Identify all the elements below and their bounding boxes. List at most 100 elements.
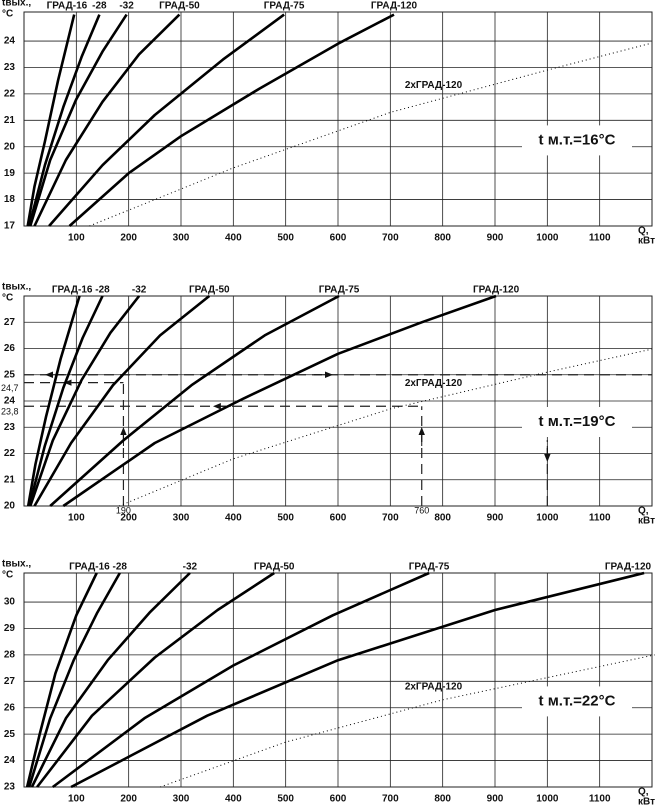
x-tick-label: 600 [330,794,347,805]
series-line [119,348,655,507]
y-tick-label: 21 [4,115,16,126]
series-line [159,654,655,788]
x-tick-label: 800 [434,513,451,524]
guide-label: 190 [116,505,131,515]
annotation: t м.т.=16°C [539,131,616,148]
y-tick-label: 19 [4,168,16,179]
series-line [30,572,191,788]
y-tick-label: 26 [4,343,16,354]
series-line [26,14,76,227]
x-tick-label: 100 [68,233,85,244]
x-tick-label: 700 [382,794,399,805]
y-tick-label: 20 [4,501,16,512]
x-tick-label: 500 [277,513,294,524]
series-label: 2хГРАД-120 [405,80,463,91]
x-tick-label: 1000 [536,233,559,244]
x-axis-label: кВт [638,516,655,527]
x-tick-label: 900 [487,794,504,805]
series-label: 2хГРАД-120 [405,378,463,389]
annotation-box [522,125,632,156]
series-label: ГРАД-16 [47,1,88,12]
y-tick-label: 27 [4,317,16,328]
series-line [26,295,81,507]
x-axis-label: кВт [638,236,655,247]
y-tick-label: 17 [4,221,16,232]
series-label: ГРАД-120 [605,562,652,573]
y-axis-label: tвых., [2,282,31,293]
x-tick-label: 700 [382,513,399,524]
y-axis-label: °C [2,9,13,20]
x-tick-label: 1000 [536,794,559,805]
series-line [33,13,181,227]
series-label: ГРАД-50 [159,1,200,12]
x-tick-label: 100 [68,513,85,524]
guide-label: 760 [414,505,429,515]
annotation: t м.т.=19°C [539,413,616,430]
series-line [27,14,101,227]
x-tick-label: 800 [434,794,451,805]
y-tick-label: 23 [4,422,16,433]
x-tick-label: 900 [487,233,504,244]
series-line [68,13,395,227]
y-axis-label: °C [2,293,13,304]
y-tick-label: 24 [4,755,16,766]
y-tick-label: 21 [4,474,16,485]
x-axis-label: Q, [638,506,649,517]
y-tick-label: 25 [4,369,16,380]
series-label: -32 [119,1,134,12]
series-label: -28 [113,562,128,573]
series-label: ГРАД-50 [189,285,230,296]
series-line [29,295,141,507]
x-tick-label: 200 [120,513,137,524]
y-axis-label: tвых., [2,0,31,9]
series-line [27,572,121,788]
x-tick-label: 300 [173,513,190,524]
series-line [25,572,98,788]
y-tick-label: 20 [4,141,16,152]
series-line [33,294,211,507]
x-tick-label: 500 [277,794,294,805]
annotation-box [522,407,632,437]
x-tick-label: 400 [225,233,242,244]
y-axis-label: °C [2,570,13,581]
x-tick-label: 200 [120,233,137,244]
series-label: ГРАД-75 [409,562,450,573]
series-label: ГРАД-120 [371,1,418,12]
y-tick-label: 29 [4,623,16,634]
series-line [62,294,497,508]
y-tick-label: 24 [4,396,16,407]
x-tick-label: 200 [120,794,137,805]
series-line [29,13,128,227]
x-tick-label: 300 [173,233,190,244]
x-tick-label: 500 [277,233,294,244]
series-label: 2хГРАД-120 [405,682,463,693]
series-line [36,571,275,788]
y-tick-label: 22 [4,89,16,100]
series-label: -28 [95,285,110,296]
x-tick-label: 600 [330,513,347,524]
y-tick-label: 26 [4,702,16,713]
series-label: -32 [132,285,147,296]
series-label: ГРАД-75 [264,1,305,12]
series-line [48,13,285,227]
series-line [27,295,104,507]
y-tick-label: 30 [4,597,16,608]
y-tick-label: 24 [4,36,16,47]
y-tick-label: 28 [4,650,16,661]
y-tick-label: 27 [4,676,16,687]
series-line [49,294,340,507]
series-label: -32 [183,562,198,573]
series-line [52,571,430,789]
x-tick-label: 1100 [589,233,611,244]
guide-label: 23,8 [1,407,19,417]
x-tick-label: 1000 [536,513,559,524]
y-axis-label: tвых., [2,559,31,570]
x-tick-label: 900 [487,513,504,524]
series-label: ГРАД-16 [52,285,93,296]
x-axis-label: Q, [638,787,649,798]
x-axis-label: Q, [638,226,649,237]
y-tick-label: 18 [4,194,16,205]
x-tick-label: 700 [382,233,399,244]
